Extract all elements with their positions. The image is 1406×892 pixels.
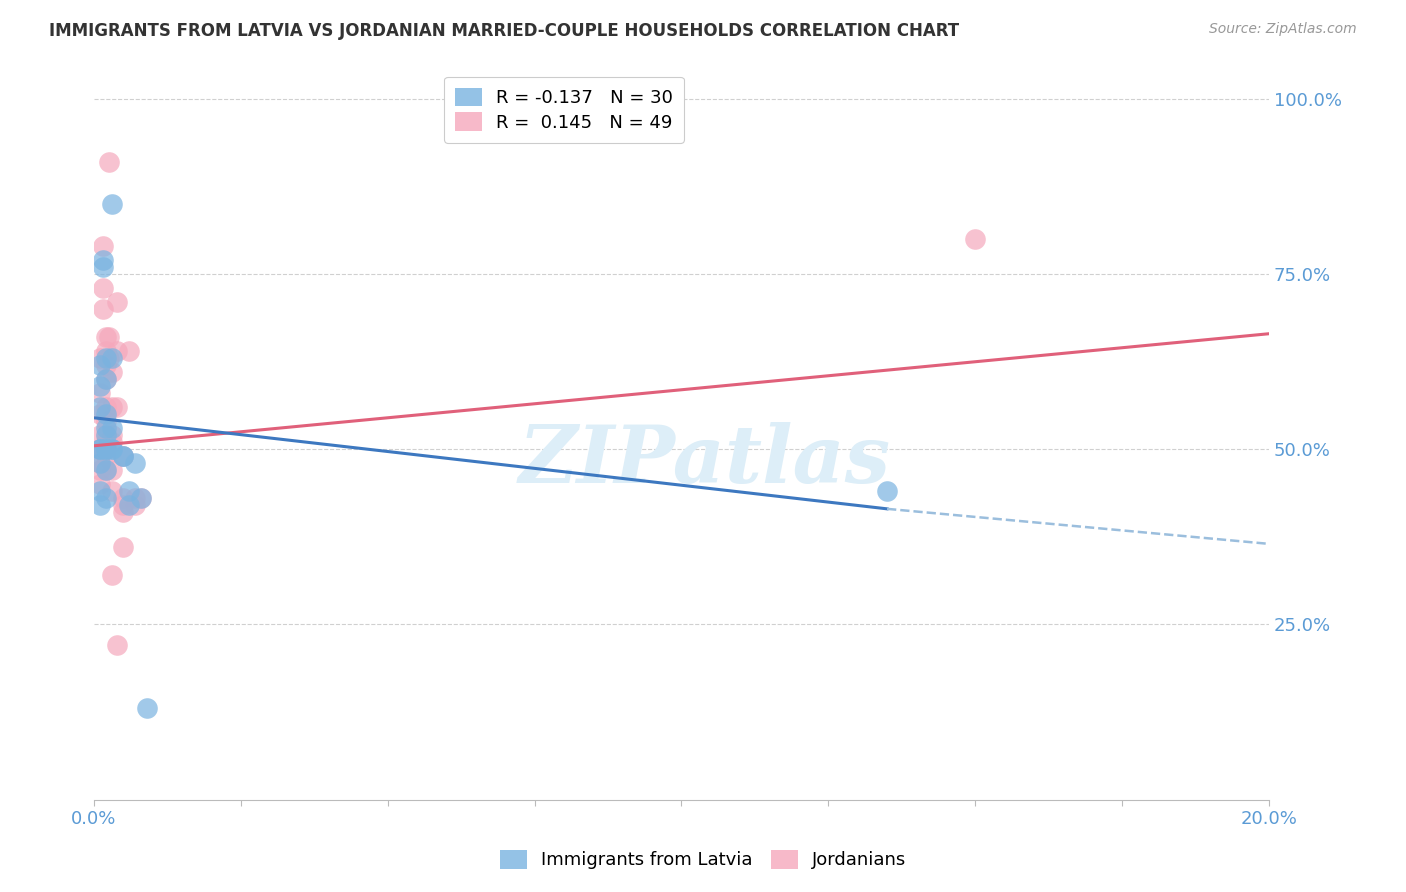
Point	[94, 372, 117, 386]
Point	[107, 639, 129, 653]
Point	[129, 491, 152, 506]
Point	[94, 442, 117, 457]
Point	[89, 477, 111, 491]
Point	[89, 428, 111, 442]
Point	[94, 351, 117, 366]
Point	[107, 344, 129, 359]
Point	[91, 260, 114, 275]
Text: Source: ZipAtlas.com: Source: ZipAtlas.com	[1209, 22, 1357, 37]
Point	[118, 484, 141, 499]
Point	[89, 442, 111, 457]
Point	[94, 344, 117, 359]
Text: ZIPatlas: ZIPatlas	[519, 423, 891, 500]
Point	[89, 401, 111, 415]
Point	[91, 302, 114, 317]
Point	[100, 365, 122, 379]
Point	[89, 499, 111, 513]
Point	[112, 541, 135, 555]
Point	[91, 281, 114, 295]
Point	[89, 442, 111, 457]
Point	[129, 491, 152, 506]
Point	[100, 568, 122, 582]
Point	[100, 421, 122, 435]
Point	[94, 442, 117, 457]
Point	[112, 491, 135, 506]
Point	[94, 407, 117, 421]
Point	[100, 401, 122, 415]
Point	[100, 197, 122, 211]
Point	[94, 442, 117, 457]
Point	[112, 450, 135, 464]
Point	[107, 401, 129, 415]
Point	[94, 491, 117, 506]
Point	[97, 351, 120, 366]
Point	[94, 435, 117, 450]
Point	[94, 428, 117, 442]
Point	[94, 414, 117, 428]
Point	[124, 456, 146, 470]
Point	[94, 463, 117, 477]
Point	[94, 450, 117, 464]
Point	[94, 401, 117, 415]
Point	[89, 442, 111, 457]
Point	[112, 450, 135, 464]
Point	[89, 456, 111, 470]
Point	[89, 379, 111, 393]
Point	[112, 505, 135, 519]
Point	[89, 407, 111, 421]
Point	[89, 351, 111, 366]
Point	[100, 484, 122, 499]
Point	[91, 253, 114, 268]
Point	[100, 463, 122, 477]
Point	[89, 484, 111, 499]
Point	[876, 484, 898, 499]
Legend: R = -0.137   N = 30, R =  0.145   N = 49: R = -0.137 N = 30, R = 0.145 N = 49	[444, 77, 683, 143]
Point	[94, 358, 117, 372]
Point	[965, 232, 987, 246]
Point	[89, 463, 111, 477]
Point	[89, 386, 111, 401]
Point	[135, 701, 157, 715]
Point	[124, 499, 146, 513]
Point	[100, 428, 122, 442]
Point	[89, 358, 111, 372]
Point	[94, 421, 117, 435]
Point	[91, 239, 114, 253]
Point	[89, 456, 111, 470]
Point	[94, 372, 117, 386]
Point	[100, 442, 122, 457]
Text: IMMIGRANTS FROM LATVIA VS JORDANIAN MARRIED-COUPLE HOUSEHOLDS CORRELATION CHART: IMMIGRANTS FROM LATVIA VS JORDANIAN MARR…	[49, 22, 959, 40]
Point	[97, 330, 120, 344]
Point	[97, 155, 120, 169]
Point	[112, 499, 135, 513]
Point	[100, 442, 122, 457]
Point	[107, 295, 129, 310]
Point	[112, 450, 135, 464]
Point	[94, 463, 117, 477]
Legend: Immigrants from Latvia, Jordanians: Immigrants from Latvia, Jordanians	[491, 841, 915, 879]
Point	[94, 330, 117, 344]
Point	[118, 499, 141, 513]
Point	[118, 344, 141, 359]
Point	[100, 351, 122, 366]
Point	[94, 428, 117, 442]
Point	[89, 442, 111, 457]
Point	[124, 491, 146, 506]
Point	[100, 435, 122, 450]
